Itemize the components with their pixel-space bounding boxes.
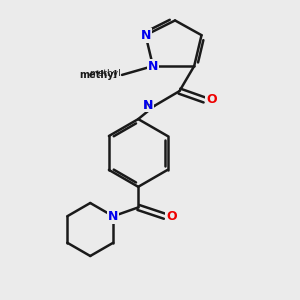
- Text: methyl: methyl: [80, 70, 118, 80]
- Text: H: H: [144, 101, 153, 111]
- Text: N: N: [142, 99, 153, 112]
- Text: N: N: [140, 29, 151, 42]
- Text: N: N: [148, 60, 158, 73]
- Text: O: O: [206, 93, 217, 106]
- Text: O: O: [166, 210, 177, 223]
- Text: N: N: [108, 210, 119, 223]
- Text: methyl: methyl: [89, 69, 121, 78]
